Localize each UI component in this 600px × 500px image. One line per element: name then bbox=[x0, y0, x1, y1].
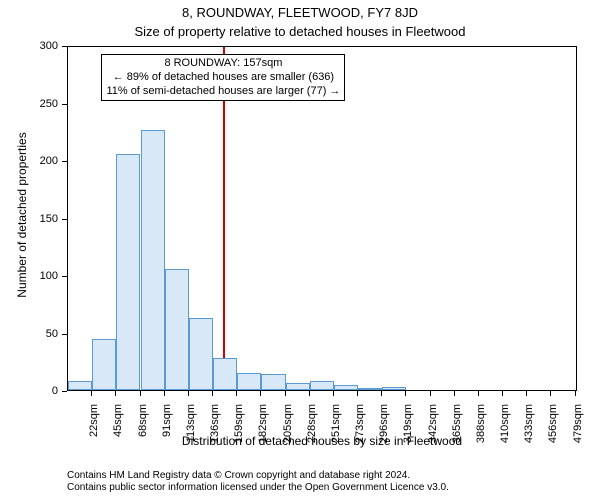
ytick-label: 250 bbox=[28, 98, 58, 110]
xtick-label: 136sqm bbox=[209, 404, 221, 452]
xtick-mark bbox=[502, 391, 503, 396]
xtick-label: 456sqm bbox=[547, 404, 559, 452]
xtick-label: 479sqm bbox=[572, 404, 584, 452]
histogram-bar bbox=[382, 387, 406, 390]
xtick-label: 251sqm bbox=[330, 404, 342, 452]
xtick-label: 319sqm bbox=[402, 404, 414, 452]
histogram-bar bbox=[358, 388, 382, 390]
xtick-mark bbox=[381, 391, 382, 396]
y-axis-title: Number of detached properties bbox=[15, 115, 29, 315]
histogram-bar bbox=[334, 385, 358, 390]
ytick-mark bbox=[62, 276, 67, 277]
xtick-mark bbox=[212, 391, 213, 396]
ytick-label: 150 bbox=[28, 213, 58, 225]
xtick-mark bbox=[575, 391, 576, 396]
xtick-mark bbox=[285, 391, 286, 396]
ytick-mark bbox=[62, 46, 67, 47]
ytick-mark bbox=[62, 391, 67, 392]
histogram-bar bbox=[213, 358, 237, 390]
histogram-bar bbox=[141, 130, 165, 390]
ytick-label: 0 bbox=[28, 385, 58, 397]
histogram-bar bbox=[310, 381, 334, 390]
footer-credits: Contains HM Land Registry data © Crown c… bbox=[67, 470, 449, 494]
page-title-1: 8, ROUNDWAY, FLEETWOOD, FY7 8JD bbox=[0, 5, 600, 20]
xtick-label: 273sqm bbox=[354, 404, 366, 452]
histogram-bar bbox=[116, 154, 140, 390]
xtick-mark bbox=[115, 391, 116, 396]
xtick-label: 228sqm bbox=[306, 404, 318, 452]
ytick-label: 300 bbox=[28, 40, 58, 52]
xtick-label: 45sqm bbox=[112, 404, 124, 452]
xtick-label: 365sqm bbox=[451, 404, 463, 452]
histogram-bar bbox=[261, 374, 285, 390]
xtick-label: 410sqm bbox=[499, 404, 511, 452]
ytick-mark bbox=[62, 334, 67, 335]
histogram-bar bbox=[92, 339, 116, 390]
annotation-line-2: ← 89% of detached houses are smaller (63… bbox=[106, 71, 340, 85]
xtick-label: 388sqm bbox=[475, 404, 487, 452]
footer-line-2: Contains public sector information licen… bbox=[67, 482, 449, 494]
xtick-label: 91sqm bbox=[161, 404, 173, 452]
ytick-label: 100 bbox=[28, 270, 58, 282]
xtick-mark bbox=[140, 391, 141, 396]
xtick-mark bbox=[260, 391, 261, 396]
histogram-bar bbox=[68, 381, 92, 390]
annotation-line-1: 8 ROUNDWAY: 157sqm bbox=[106, 57, 340, 71]
xtick-mark bbox=[333, 391, 334, 396]
xtick-mark bbox=[526, 391, 527, 396]
xtick-mark bbox=[188, 391, 189, 396]
xtick-label: 182sqm bbox=[257, 404, 269, 452]
xtick-label: 205sqm bbox=[282, 404, 294, 452]
histogram-bar bbox=[237, 373, 261, 390]
xtick-mark bbox=[405, 391, 406, 396]
xtick-mark bbox=[357, 391, 358, 396]
histogram-bar bbox=[286, 383, 310, 390]
xtick-label: 159sqm bbox=[233, 404, 245, 452]
chart-container: 8, ROUNDWAY, FLEETWOOD, FY7 8JD Size of … bbox=[0, 0, 600, 500]
page-title-2: Size of property relative to detached ho… bbox=[0, 24, 600, 39]
ytick-label: 200 bbox=[28, 155, 58, 167]
xtick-mark bbox=[430, 391, 431, 396]
xtick-mark bbox=[550, 391, 551, 396]
xtick-mark bbox=[236, 391, 237, 396]
xtick-label: 296sqm bbox=[378, 404, 390, 452]
ytick-mark bbox=[62, 161, 67, 162]
xtick-mark bbox=[454, 391, 455, 396]
xtick-label: 68sqm bbox=[137, 404, 149, 452]
annotation-line-3: 11% of semi-detached houses are larger (… bbox=[106, 85, 340, 99]
xtick-mark bbox=[91, 391, 92, 396]
footer-line-1: Contains HM Land Registry data © Crown c… bbox=[67, 470, 449, 482]
xtick-label: 342sqm bbox=[427, 404, 439, 452]
annotation-box: 8 ROUNDWAY: 157sqm ← 89% of detached hou… bbox=[101, 54, 345, 101]
histogram-bar bbox=[165, 269, 189, 390]
xtick-label: 22sqm bbox=[88, 404, 100, 452]
ytick-label: 50 bbox=[28, 328, 58, 340]
xtick-mark bbox=[309, 391, 310, 396]
xtick-label: 433sqm bbox=[523, 404, 535, 452]
histogram-bar bbox=[189, 318, 213, 390]
ytick-mark bbox=[62, 104, 67, 105]
xtick-mark bbox=[164, 391, 165, 396]
xtick-label: 113sqm bbox=[185, 404, 197, 452]
plot-area: 8 ROUNDWAY: 157sqm ← 89% of detached hou… bbox=[67, 46, 577, 391]
xtick-mark bbox=[478, 391, 479, 396]
ytick-mark bbox=[62, 219, 67, 220]
